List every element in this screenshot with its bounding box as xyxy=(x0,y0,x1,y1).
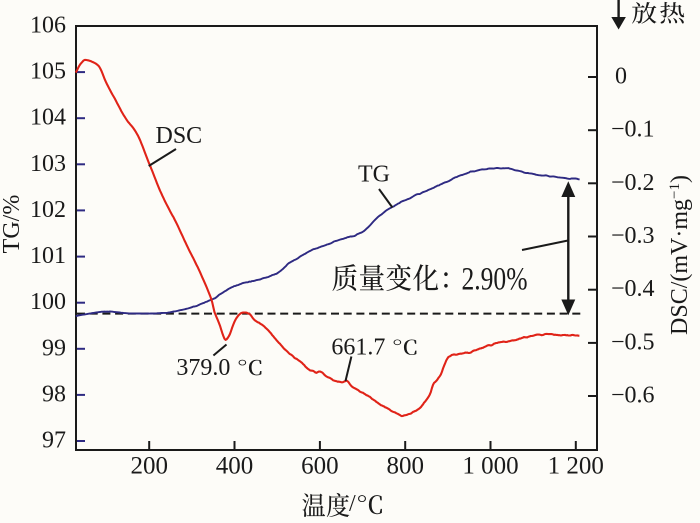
svg-text:200: 200 xyxy=(130,453,168,480)
svg-text:104: 104 xyxy=(30,105,66,131)
svg-text:DSC: DSC xyxy=(156,123,203,149)
svg-text:106: 106 xyxy=(30,13,66,39)
svg-text:661.7: 661.7 xyxy=(331,335,385,361)
svg-text:−0.3: −0.3 xyxy=(611,223,655,249)
svg-text:99: 99 xyxy=(42,335,66,361)
svg-text:98: 98 xyxy=(42,381,66,407)
svg-text:−0.1: −0.1 xyxy=(611,117,655,143)
svg-text:1 200: 1 200 xyxy=(548,453,604,480)
svg-text:2.90%: 2.90% xyxy=(462,262,528,298)
svg-text:1 000: 1 000 xyxy=(462,453,518,480)
svg-text:−0.2: −0.2 xyxy=(611,170,655,196)
svg-text:103: 103 xyxy=(30,151,66,177)
svg-text:/: / xyxy=(349,491,356,517)
svg-text:101: 101 xyxy=(30,243,66,269)
svg-text:379.0: 379.0 xyxy=(176,355,230,381)
svg-text:TG: TG xyxy=(358,162,390,188)
svg-text:−0.4: −0.4 xyxy=(611,276,655,302)
svg-text:800: 800 xyxy=(386,453,424,480)
svg-text:−0.5: −0.5 xyxy=(611,329,655,355)
svg-text:105: 105 xyxy=(30,59,66,85)
svg-text:−0.6: −0.6 xyxy=(611,383,655,409)
svg-text:DSC/(mV·mg−1): DSC/(mV·mg−1) xyxy=(667,175,693,335)
svg-text:102: 102 xyxy=(30,197,66,223)
svg-text:600: 600 xyxy=(301,453,339,480)
svg-text:100: 100 xyxy=(30,289,66,315)
svg-text:0: 0 xyxy=(615,64,627,90)
svg-text:97: 97 xyxy=(42,428,66,454)
svg-text:TG/%: TG/% xyxy=(0,195,25,254)
svg-text:400: 400 xyxy=(216,453,254,480)
